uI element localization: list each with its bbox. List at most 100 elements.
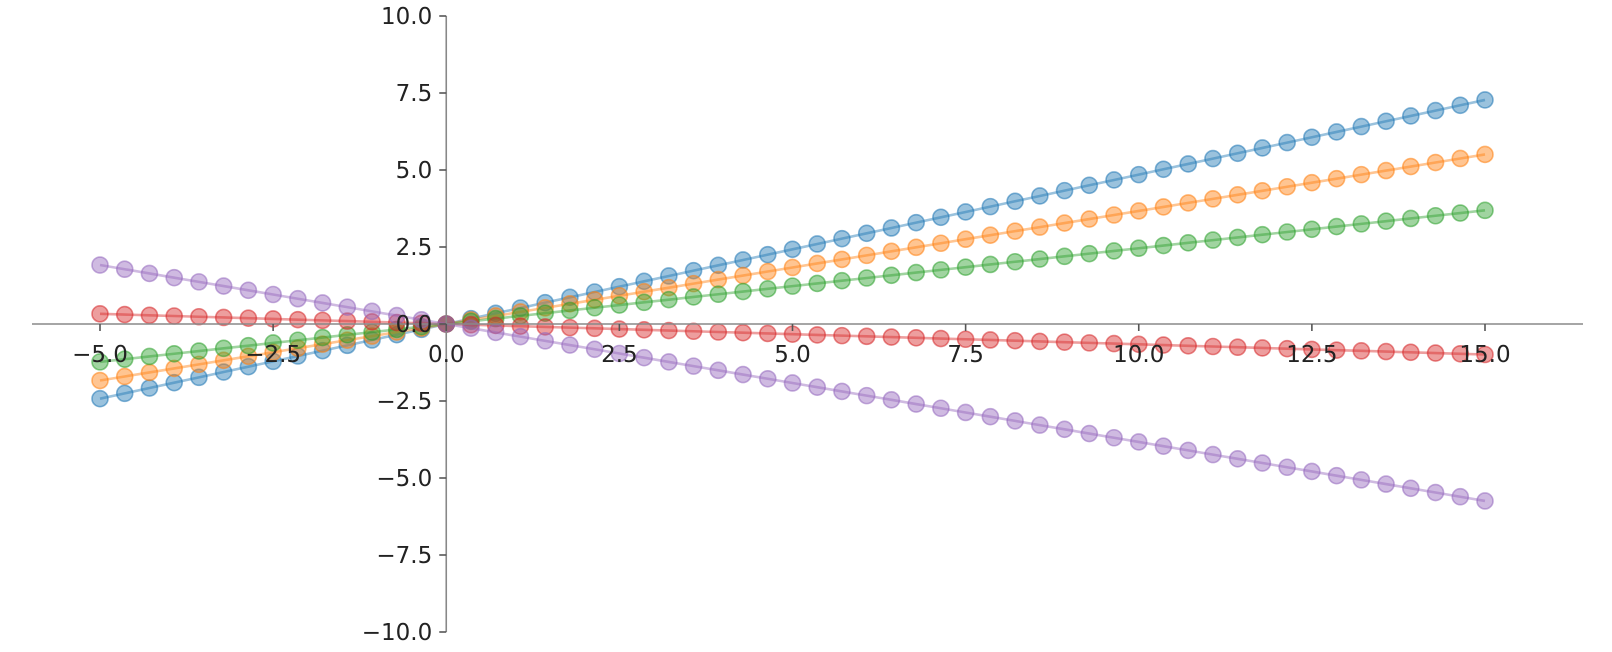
data-point [486, 323, 505, 342]
data-point [1451, 96, 1470, 115]
data-point [1080, 424, 1099, 443]
y-tick-label: 0.0 [396, 312, 433, 338]
data-point [536, 299, 554, 317]
data-point [1080, 244, 1099, 263]
data-point [956, 258, 975, 276]
data-point [907, 238, 925, 257]
data-point [734, 266, 752, 285]
data-point [165, 344, 183, 363]
data-point [610, 277, 629, 296]
data-point [561, 295, 579, 313]
data-point [1228, 144, 1247, 163]
data-point [1402, 107, 1420, 125]
data-point [981, 226, 1000, 244]
data-point [115, 350, 134, 368]
data-point [660, 278, 678, 297]
data-point [907, 213, 925, 232]
data-point [833, 271, 851, 290]
data-point [709, 285, 728, 304]
data-point [1105, 206, 1123, 224]
data-point [1303, 128, 1321, 147]
data-point [610, 344, 629, 363]
data-point [585, 340, 604, 359]
data-point [684, 322, 703, 341]
data-point [1105, 334, 1123, 353]
data-point [1278, 223, 1296, 241]
data-point [91, 389, 109, 408]
data-point [1352, 471, 1371, 489]
data-point [338, 331, 357, 349]
data-point [758, 245, 777, 264]
data-point [1426, 344, 1445, 362]
data-point [709, 256, 728, 275]
data-point [1204, 337, 1222, 356]
data-point [684, 261, 703, 280]
data-point [1228, 338, 1247, 357]
data-point [1154, 198, 1173, 216]
data-point [486, 309, 505, 328]
data-point [833, 250, 851, 269]
data-point [808, 326, 827, 344]
data-point [1451, 149, 1470, 168]
data-point [857, 224, 876, 243]
data-point [1426, 483, 1445, 502]
data-point [1278, 133, 1296, 152]
data-point [115, 367, 134, 386]
data-point [1253, 454, 1272, 472]
data-point [387, 313, 406, 332]
data-point [1451, 204, 1470, 222]
data-point [1080, 176, 1099, 195]
x-tick-label: −2.5 [245, 342, 301, 368]
y-tick-label: 2.5 [396, 235, 433, 261]
y-tick-label: −7.5 [376, 543, 432, 569]
data-point [1228, 450, 1247, 468]
data-point [833, 229, 851, 248]
data-point [1377, 212, 1395, 230]
data-point [833, 326, 851, 345]
data-point [313, 335, 332, 353]
data-point [115, 305, 134, 324]
data-point [956, 403, 975, 422]
data-point [660, 290, 678, 309]
data-point [882, 219, 901, 237]
data-point [462, 319, 480, 338]
data-point [1402, 343, 1420, 362]
data-point [190, 368, 208, 387]
data-point [1080, 334, 1099, 352]
data-point [536, 332, 554, 350]
data-point [536, 304, 554, 322]
data-point [1327, 466, 1346, 485]
data-point [338, 298, 357, 316]
data-point [511, 303, 530, 321]
data-point [783, 240, 802, 259]
data-point [981, 407, 1000, 426]
data-point [1303, 462, 1321, 481]
data-point [1327, 217, 1346, 236]
data-point [313, 341, 332, 360]
data-point [165, 307, 183, 325]
data-point [1278, 177, 1296, 196]
data-point [1129, 433, 1148, 451]
data-point [1055, 333, 1074, 351]
data-point [1006, 222, 1024, 240]
data-point [561, 318, 579, 337]
data-point [808, 254, 827, 273]
data-point [239, 281, 258, 300]
data-point [585, 298, 604, 317]
data-point [660, 353, 678, 371]
data-point [1031, 250, 1049, 268]
data-point [264, 334, 282, 352]
data-point [783, 277, 802, 295]
data-point [1179, 194, 1198, 212]
data-point [1179, 234, 1198, 252]
data-point [1105, 171, 1123, 189]
data-point [115, 260, 134, 279]
data-point [1327, 169, 1346, 188]
data-point [882, 266, 901, 285]
data-point [190, 342, 208, 360]
data-point [758, 262, 777, 281]
y-tick-label: 7.5 [396, 81, 433, 107]
x-axis-ticks: −5.0 −2.5 0.0 2.5 5.0 7.5 10.0 12.5 15.0 [72, 324, 1511, 368]
data-point [1377, 342, 1395, 361]
data-point [1352, 215, 1371, 233]
